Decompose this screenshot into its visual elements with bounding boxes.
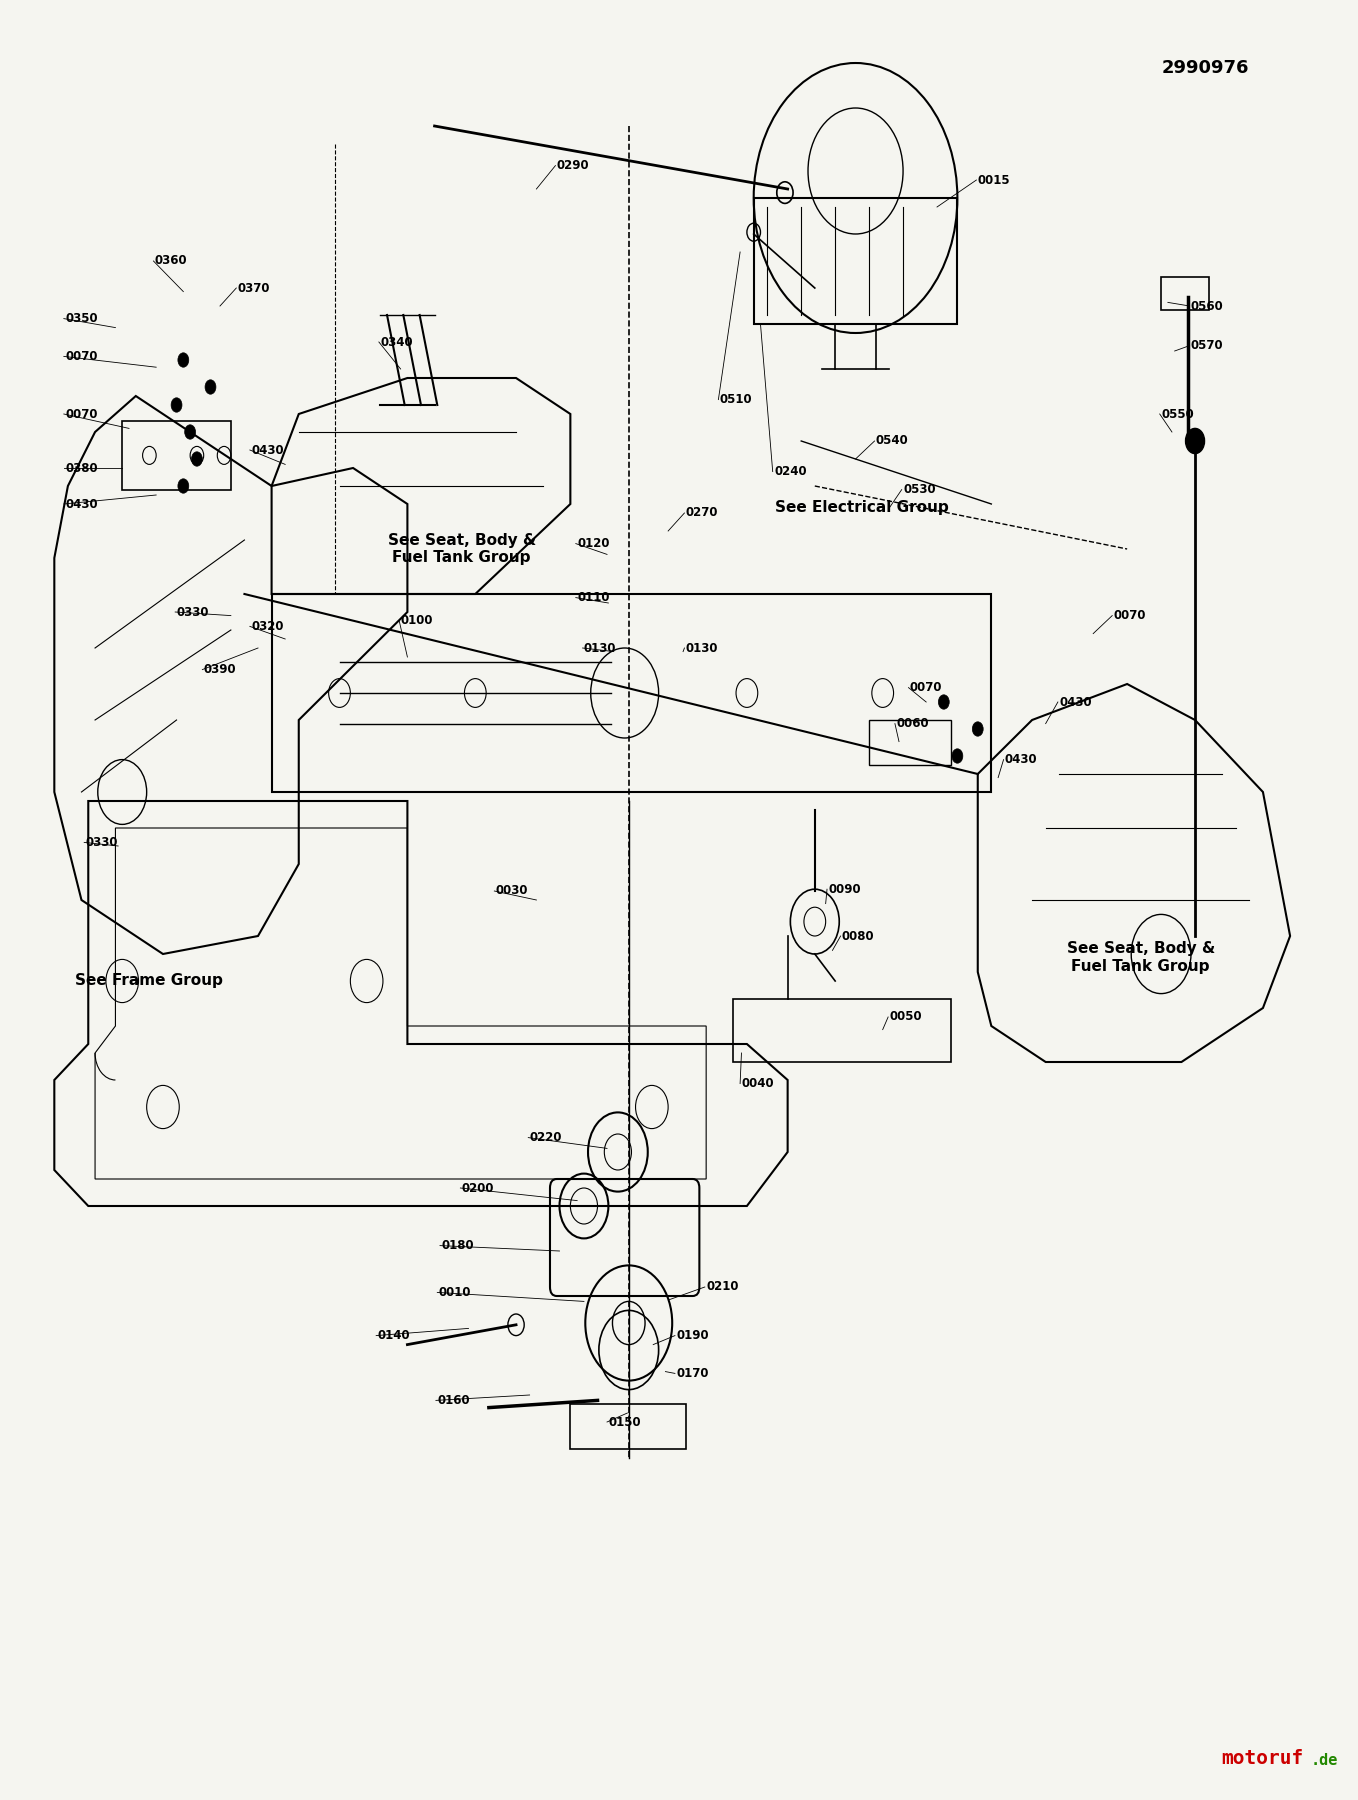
Text: 0050: 0050 <box>889 1010 922 1024</box>
Text: 0330: 0330 <box>86 835 118 850</box>
Text: 0320: 0320 <box>251 619 284 634</box>
Text: See Seat, Body &
Fuel Tank Group: See Seat, Body & Fuel Tank Group <box>387 533 536 565</box>
Text: 0540: 0540 <box>876 434 909 448</box>
Text: 2990976: 2990976 <box>1162 59 1249 77</box>
Text: 0370: 0370 <box>238 281 270 295</box>
Text: 0360: 0360 <box>155 254 187 268</box>
Text: 0290: 0290 <box>557 158 589 173</box>
Text: motoruf: motoruf <box>1221 1748 1304 1768</box>
Text: 0015: 0015 <box>978 173 1010 187</box>
Text: 0430: 0430 <box>1005 752 1038 767</box>
Text: 0220: 0220 <box>530 1130 562 1145</box>
Circle shape <box>191 452 202 466</box>
Text: 0550: 0550 <box>1161 407 1194 421</box>
Text: 0010: 0010 <box>439 1285 471 1300</box>
Text: 0190: 0190 <box>676 1328 709 1343</box>
Text: 0390: 0390 <box>204 662 236 677</box>
Text: 0430: 0430 <box>65 497 98 511</box>
Text: 0040: 0040 <box>741 1076 774 1091</box>
Text: 0080: 0080 <box>842 929 875 943</box>
Circle shape <box>171 398 182 412</box>
Text: .de: .de <box>1310 1753 1338 1768</box>
Text: 0100: 0100 <box>401 614 433 628</box>
Circle shape <box>1186 428 1205 454</box>
Text: 0140: 0140 <box>378 1328 410 1343</box>
Text: 0060: 0060 <box>896 716 929 731</box>
Text: 0330: 0330 <box>177 605 209 619</box>
Text: 0510: 0510 <box>720 392 752 407</box>
Circle shape <box>938 695 949 709</box>
Text: 0430: 0430 <box>251 443 284 457</box>
Text: 0070: 0070 <box>65 407 98 421</box>
Text: 0530: 0530 <box>903 482 936 497</box>
Circle shape <box>178 479 189 493</box>
Text: 0170: 0170 <box>676 1366 709 1381</box>
Text: 0560: 0560 <box>1191 299 1224 313</box>
Text: 0030: 0030 <box>496 884 528 898</box>
Circle shape <box>205 380 216 394</box>
Text: 0270: 0270 <box>686 506 718 520</box>
Circle shape <box>178 353 189 367</box>
Text: 0180: 0180 <box>441 1238 474 1253</box>
Text: 0150: 0150 <box>608 1415 641 1429</box>
Text: See Frame Group: See Frame Group <box>76 974 223 988</box>
Text: 0120: 0120 <box>577 536 610 551</box>
Text: 0240: 0240 <box>774 464 807 479</box>
Text: 0070: 0070 <box>910 680 942 695</box>
Text: 0070: 0070 <box>65 349 98 364</box>
Text: 0090: 0090 <box>828 882 861 896</box>
Text: 0160: 0160 <box>437 1393 470 1408</box>
Text: 0210: 0210 <box>706 1280 739 1294</box>
Text: 0570: 0570 <box>1191 338 1224 353</box>
Text: See Electrical Group: See Electrical Group <box>775 500 949 515</box>
Text: 0200: 0200 <box>462 1181 494 1195</box>
Text: See Seat, Body &
Fuel Tank Group: See Seat, Body & Fuel Tank Group <box>1066 941 1215 974</box>
Text: 0350: 0350 <box>65 311 98 326</box>
Text: 0380: 0380 <box>65 461 98 475</box>
Text: 0340: 0340 <box>380 335 413 349</box>
Text: 0430: 0430 <box>1059 695 1092 709</box>
Circle shape <box>952 749 963 763</box>
Text: 0070: 0070 <box>1114 608 1146 623</box>
Circle shape <box>972 722 983 736</box>
Text: 0130: 0130 <box>686 641 718 655</box>
Text: 0130: 0130 <box>584 641 617 655</box>
Text: 0110: 0110 <box>577 590 610 605</box>
Circle shape <box>185 425 196 439</box>
